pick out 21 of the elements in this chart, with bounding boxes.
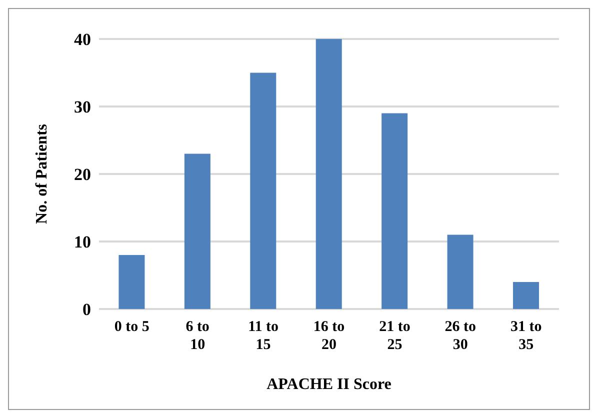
bar [447,234,474,309]
y-axis-title: No. of Patients [34,124,51,224]
x-axis-title: APACHE II Score [266,376,392,393]
x-tick-label: 16 to 20 [313,319,345,353]
y-tick-label: 30 [74,98,91,117]
bar [184,154,210,309]
x-tick-label: 6 to 10 [186,319,210,353]
bar [382,113,408,309]
bar [118,255,145,309]
y-tick-label: 0 [82,300,91,320]
x-tick-label: 21 to 25 [379,319,410,353]
y-tick-label: 20 [74,165,91,184]
bar [513,282,539,309]
x-tick-label: 11 to 15 [248,319,278,353]
y-tick-label: 10 [74,232,91,252]
x-tick-label: 0 to 5 [114,319,150,335]
y-tick-label: 40 [74,30,91,50]
bar [316,39,342,309]
x-tick-label: 31 to 35 [510,319,542,353]
bar [250,72,276,309]
x-tick-label: 26 to 30 [444,319,476,353]
